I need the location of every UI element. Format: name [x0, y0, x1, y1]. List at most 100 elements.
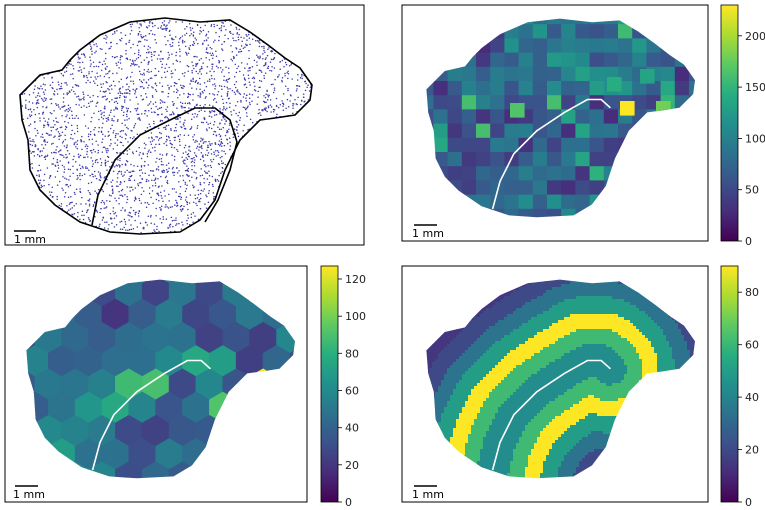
scatter-point — [50, 102, 53, 105]
scatter-point — [181, 156, 183, 158]
scatter-point — [162, 218, 165, 221]
scatter-point — [103, 37, 105, 39]
scatter-point — [171, 111, 174, 113]
scatter-point — [215, 113, 218, 116]
colorbar-tick-label: 100 — [345, 310, 366, 323]
scatter-point — [162, 200, 164, 202]
distance-band-cell — [582, 299, 586, 303]
scatter-point — [62, 189, 64, 191]
distance-band-cell — [504, 311, 508, 315]
scatter-point — [121, 136, 123, 139]
scatter-point — [185, 52, 188, 55]
scatter-point — [138, 79, 141, 81]
scatter-point — [108, 70, 110, 73]
scatter-point — [239, 119, 241, 121]
distance-band-cell — [594, 290, 598, 294]
scatter-point — [129, 111, 132, 113]
scatter-point — [143, 165, 146, 167]
distance-band-cell — [528, 284, 532, 288]
distance-band-cell — [633, 305, 637, 309]
heatmap-cell — [461, 66, 477, 82]
scatter-point — [234, 93, 237, 95]
scatter-point — [184, 169, 187, 172]
scatter-point — [222, 22, 225, 24]
distance-band-cell — [498, 302, 502, 306]
scatter-point — [245, 107, 248, 110]
scatter-point — [249, 84, 251, 86]
heatmap-cell — [532, 81, 548, 96]
scatter-point — [106, 155, 109, 158]
heatmap-cell — [461, 180, 477, 195]
scatter-point — [186, 169, 189, 171]
scatter-point — [65, 70, 68, 73]
distance-band-cell — [549, 290, 553, 294]
scatter-point — [148, 84, 150, 87]
scatter-point — [44, 89, 47, 91]
scatter-point — [186, 223, 189, 225]
scatter-point — [156, 228, 158, 231]
scatter-point — [256, 40, 259, 42]
scatter-point — [114, 32, 116, 34]
scatter-point — [28, 101, 31, 103]
scatter-point — [105, 38, 107, 40]
distance-band-cell — [513, 305, 517, 309]
scatter-point — [164, 176, 167, 179]
scatter-point — [265, 101, 267, 104]
scatter-point — [125, 134, 128, 136]
distance-band-cell — [627, 317, 631, 321]
scatter-point — [195, 172, 197, 174]
heatmap-cell — [433, 123, 448, 139]
distance-band-cell — [495, 299, 499, 303]
scatter-point — [195, 154, 197, 157]
distance-band-cell — [612, 314, 616, 318]
heatmap-cell — [632, 81, 647, 96]
scatter-point — [185, 188, 188, 190]
distance-band-cell — [561, 287, 565, 291]
distance-band-cell — [501, 296, 505, 300]
scatter-point — [126, 201, 128, 204]
distance-band-cell — [606, 284, 610, 288]
scatter-point — [237, 38, 240, 41]
scatter-point — [128, 148, 131, 150]
distance-band-cell — [516, 296, 520, 300]
scatter-point — [230, 44, 232, 47]
distance-band-cell — [582, 314, 586, 318]
distance-band-cell — [531, 311, 535, 315]
scatter-point — [133, 136, 135, 138]
scatter-point — [214, 130, 217, 133]
scatter-point — [78, 104, 80, 106]
scatter-point — [105, 150, 108, 152]
distance-band-cell — [573, 311, 577, 315]
scatter-point — [130, 80, 132, 82]
scatter-point — [239, 70, 241, 73]
scatter-point — [235, 128, 238, 131]
distance-band-cell — [624, 302, 628, 306]
scatter-point — [209, 164, 212, 167]
scatter-point — [266, 90, 268, 93]
distance-band-cell — [543, 296, 547, 300]
scatter-point — [91, 138, 94, 140]
scatter-point — [225, 66, 227, 68]
distance-band-cell — [582, 308, 586, 312]
scatter-point — [222, 115, 224, 118]
distance-band-cell — [603, 290, 607, 294]
scatter-point — [192, 78, 194, 80]
scatter-point — [119, 135, 121, 138]
scatter-point — [257, 96, 259, 98]
scatter-point — [292, 104, 294, 107]
scatter-point — [144, 160, 146, 163]
heatmap-cell — [547, 166, 562, 181]
distance-band-cell — [621, 290, 625, 294]
scatter-point — [168, 137, 170, 139]
distance-band-cell — [534, 311, 538, 315]
scatter-point — [90, 157, 92, 159]
distance-band-cell — [573, 290, 577, 294]
distance-band-cell — [489, 308, 493, 312]
scatter-point — [80, 69, 82, 71]
scatter-point — [128, 89, 131, 92]
distance-band-cell — [546, 311, 550, 315]
scatter-point — [129, 99, 131, 101]
distance-band-cell — [624, 299, 628, 303]
scatter-point — [92, 148, 95, 151]
scatter-point — [165, 218, 168, 220]
